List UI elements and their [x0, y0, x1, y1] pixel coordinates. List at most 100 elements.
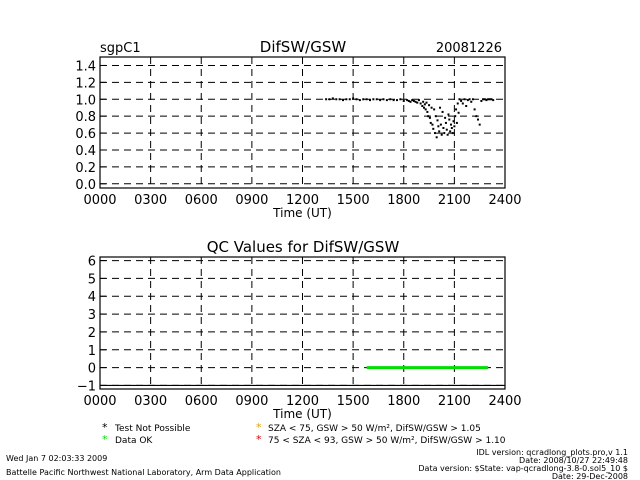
data-point	[422, 100, 425, 103]
data-point	[429, 121, 432, 124]
x-tick-label: 0900	[235, 394, 268, 409]
x-tick-label: 2100	[438, 394, 471, 409]
data-point	[447, 113, 450, 116]
x-tick-label: 2400	[488, 394, 521, 409]
footer-idl-version: IDL version: qcradlong_plots.pro,v 1.1	[476, 448, 628, 457]
data-point	[399, 98, 402, 101]
data-point	[412, 99, 415, 102]
data-point	[416, 101, 419, 104]
y-tick-label: 1.4	[75, 59, 96, 74]
footer-data-version: Data version: $State: vap-qcradlong-3.8-…	[418, 464, 628, 473]
chart-title-qc: QC Values for DifSW/GSW	[207, 238, 400, 256]
y-tick-label: 1.0	[75, 93, 96, 108]
x-tick-label: 1500	[337, 193, 370, 208]
data-point	[442, 126, 445, 129]
y-tick-label: 6	[88, 255, 96, 270]
x-tick-label: 1500	[337, 394, 370, 409]
data-point	[453, 125, 456, 128]
y-tick-label: −1	[77, 379, 96, 394]
x-tick-label: 0300	[134, 193, 167, 208]
data-point	[434, 115, 437, 118]
data-point	[427, 115, 430, 118]
data-point	[365, 98, 368, 101]
site-label: sgpC1	[100, 41, 141, 56]
data-point	[487, 98, 490, 101]
y-tick-label: 1.2	[75, 76, 96, 91]
legend-symbol-sza75: *	[256, 421, 262, 434]
data-point	[419, 102, 422, 105]
data-point	[358, 99, 361, 102]
data-point	[443, 132, 446, 135]
legend-symbol-sza93: *	[256, 433, 262, 446]
data-point	[449, 130, 452, 133]
data-point	[465, 105, 468, 108]
x-tick-label: 2100	[438, 193, 471, 208]
legend-symbol-data-ok: *	[102, 433, 108, 446]
data-point	[417, 99, 420, 102]
data-point	[482, 98, 485, 101]
x-tick-label: 0600	[185, 193, 218, 208]
data-point	[440, 133, 443, 136]
legend-symbol-not-possible: *	[102, 421, 108, 434]
footer-lab: Battelle Pacific Northwest National Labo…	[6, 468, 281, 477]
x-tick-label: 0000	[83, 193, 116, 208]
data-point	[342, 99, 344, 102]
data-point	[458, 98, 461, 101]
data-point	[450, 123, 452, 126]
data-point	[432, 127, 435, 130]
data-point	[471, 98, 474, 101]
y-tick-label: 2	[88, 326, 96, 341]
data-point	[379, 99, 382, 102]
x-tick-label: 2400	[488, 193, 521, 208]
data-point	[452, 120, 455, 123]
data-point	[421, 105, 424, 108]
data-point	[423, 106, 425, 109]
data-point	[375, 98, 378, 101]
data-point	[352, 97, 355, 100]
data-point	[445, 128, 448, 131]
plot-difsw-gsw: 0000 0300 0600 0900 1200 1500 1800 2100 2400 0.0 0…	[75, 56, 522, 220]
data-point	[468, 98, 471, 101]
data-point	[485, 99, 488, 102]
y-tick-label: 0	[88, 362, 96, 377]
footer-idl-date: Date: 2008/10/27 22:49:48	[519, 456, 628, 465]
legend-label-data-ok: Data OK	[115, 436, 153, 446]
data-point	[389, 98, 392, 101]
data-point	[372, 98, 375, 101]
legend-label-not-possible: Test Not Possible	[114, 424, 191, 434]
date-label: 20081226	[436, 41, 502, 56]
x-tick-label: 0900	[235, 193, 268, 208]
data-point	[362, 98, 365, 101]
y-tick-label: 1	[88, 344, 96, 359]
legend-label-sza75: SZA < 75, GSW > 50 W/m², DifSW/GSW > 1.0…	[268, 424, 481, 434]
plot-qc-values: 0000 0300 0600 0900 1200 1500 1800 2100 2400 −1 0 1…	[77, 255, 522, 421]
data-point	[425, 101, 428, 104]
data-point	[335, 98, 338, 101]
data-point	[455, 108, 458, 111]
x-tick-label: 1800	[387, 193, 420, 208]
data-point	[430, 106, 433, 109]
x-tick-label: 0000	[83, 394, 116, 409]
data-point	[407, 99, 410, 102]
data-point	[441, 110, 444, 113]
data-point	[483, 98, 486, 101]
data-point	[454, 115, 457, 118]
x-axis-title: Time (UT)	[272, 206, 332, 220]
y-tick-label: 0.4	[75, 144, 96, 159]
data-point	[428, 104, 431, 107]
data-point	[439, 123, 442, 126]
data-point	[463, 98, 466, 101]
data-point	[369, 99, 371, 102]
data-point	[438, 130, 441, 133]
data-point	[446, 133, 449, 136]
data-point	[402, 99, 405, 102]
y-tick-label: 3	[88, 308, 96, 323]
data-point	[444, 121, 447, 124]
data-point	[470, 100, 473, 103]
footer-data-date: Date: 29-Dec-2008	[552, 472, 628, 480]
x-axis-title: Time (UT)	[272, 407, 332, 421]
data-point	[433, 132, 436, 135]
data-point	[426, 110, 429, 113]
data-point	[475, 115, 478, 118]
